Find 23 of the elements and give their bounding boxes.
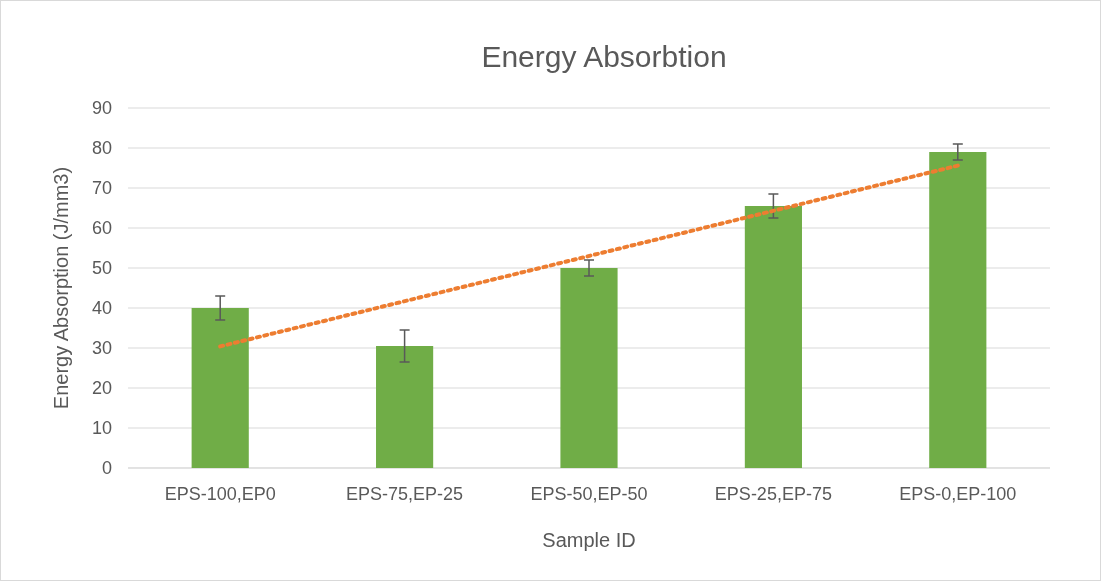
y-tick-label: 10 — [91, 418, 112, 439]
x-tick-label: EPS-0,EP-100 — [899, 484, 1017, 504]
chart-title: Energy Absorbtion — [481, 40, 727, 73]
bar — [744, 206, 802, 468]
y-tick-label: 40 — [91, 298, 112, 319]
bar — [929, 152, 987, 468]
y-tick-label: 50 — [91, 258, 112, 279]
y-axis-title: Energy Absorption (J/mm3) — [50, 166, 72, 410]
y-tick-label: 80 — [91, 138, 112, 159]
x-axis-title: Sample ID — [542, 529, 636, 551]
x-tick-label: EPS-75,EP-25 — [346, 484, 464, 504]
y-tick-label: 20 — [91, 378, 112, 399]
y-tick-label: 0 — [101, 458, 112, 479]
x-tick-label: EPS-25,EP-75 — [714, 484, 832, 504]
bar — [191, 308, 249, 468]
bar — [376, 346, 434, 468]
y-tick-label: 30 — [91, 338, 112, 359]
x-tick-label: EPS-100,EP0 — [164, 484, 276, 504]
y-tick-label: 60 — [91, 218, 112, 239]
y-tick-label: 90 — [91, 98, 112, 119]
bar — [560, 268, 618, 468]
y-tick-label: 70 — [91, 178, 112, 199]
x-tick-label: EPS-50,EP-50 — [530, 484, 648, 504]
